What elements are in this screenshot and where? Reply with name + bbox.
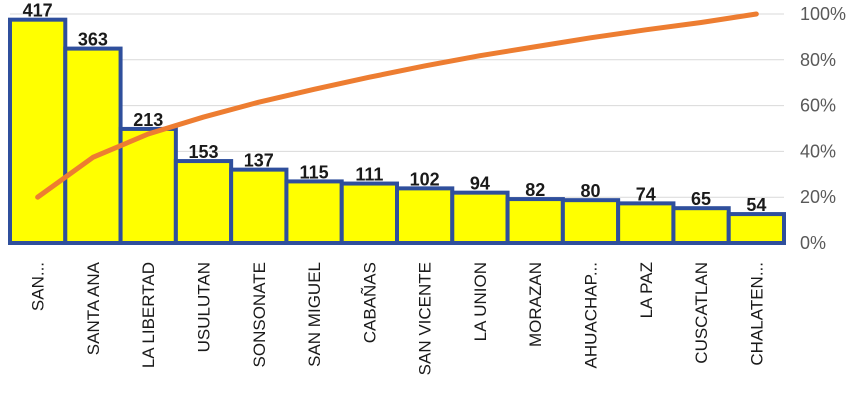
y2-tick-label: 60% [800, 96, 836, 116]
bar-value-label: 82 [525, 180, 545, 200]
category-labels: SAN... SANTA ANA LA LIBERTAD USULUTAN SONSON… [29, 261, 767, 375]
bar [671, 206, 731, 245]
bar [505, 197, 565, 245]
bar-value-label: 65 [691, 189, 711, 209]
secondary-axis-labels: 0% 20% 40% 60% 80% 100% [800, 4, 846, 253]
y2-tick-label: 100% [800, 4, 846, 24]
y2-tick-label: 0% [800, 233, 826, 253]
category-label: SAN... [29, 262, 48, 311]
bar-value-label: 111 [355, 165, 383, 185]
bar-value-label: 213 [133, 110, 163, 130]
bar [63, 46, 123, 245]
bar-value-label: 363 [78, 30, 108, 50]
category-label: CABAÑAS [360, 262, 379, 343]
category-label: AHUACHAP... [582, 262, 601, 368]
bar [118, 126, 178, 245]
bar-value-label: 94 [470, 174, 490, 194]
category-label: CHALATEN... [747, 262, 766, 366]
category-label: SANTA ANA [84, 261, 103, 355]
bar-value-label: 153 [188, 142, 218, 162]
category-label: LA UNION [471, 262, 490, 341]
bar-value-label: 115 [300, 162, 329, 182]
y2-tick-label: 20% [800, 187, 836, 207]
category-label: SONSONATE [250, 262, 269, 367]
bar [229, 167, 289, 245]
bar-value-label: 54 [746, 195, 766, 215]
category-label: SAN MIGUEL [305, 262, 324, 367]
bar-value-label: 102 [410, 169, 440, 189]
y2-tick-label: 80% [800, 50, 836, 70]
category-label: LA LIBERTAD [139, 262, 158, 368]
bar-value-label: 137 [244, 151, 274, 171]
category-label: MORAZAN [526, 262, 545, 347]
bar [8, 17, 68, 245]
bar-value-label: 74 [636, 184, 656, 204]
bars [8, 17, 787, 246]
bar [726, 212, 787, 246]
category-label: SAN VICENTE [416, 262, 435, 375]
bar [395, 186, 455, 246]
cumulative-percent-line [35, 11, 759, 200]
y2-tick-label: 40% [800, 141, 836, 161]
bar [173, 159, 234, 245]
category-label: LA PAZ [637, 262, 656, 318]
category-label: USULUTAN [195, 262, 214, 352]
bar [339, 181, 400, 245]
bar [560, 198, 621, 245]
bar-value-label: 417 [23, 1, 53, 21]
bar-value-labels: 417 363 213 153 137 115 111 102 94 82 80 74 65 54 [23, 1, 767, 215]
bar [450, 190, 510, 245]
category-label: CUSCATLAN [692, 262, 711, 364]
bar-value-label: 80 [580, 181, 600, 201]
bar [284, 179, 344, 246]
cumulative-line [35, 11, 759, 200]
bar [616, 201, 676, 245]
